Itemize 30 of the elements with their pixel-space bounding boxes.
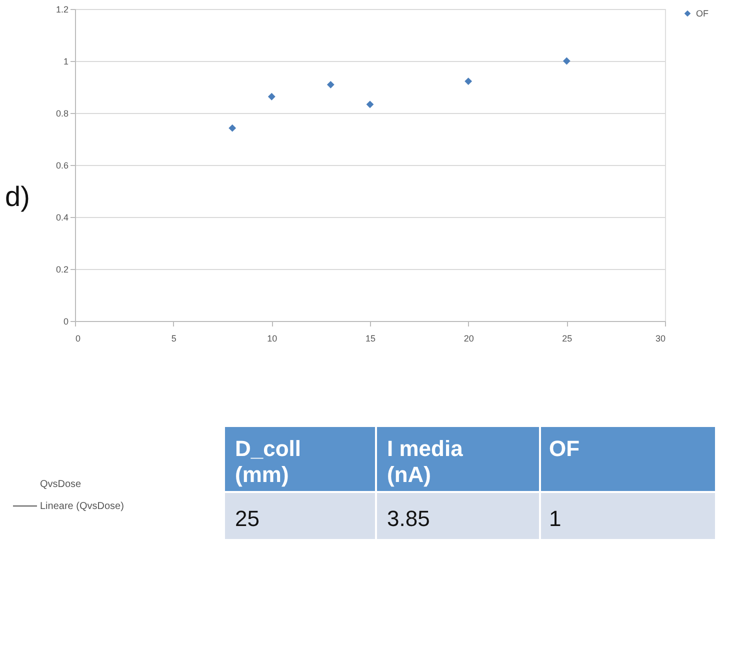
x-tick-label: 0 [76,334,81,344]
text: QvsDose [40,479,82,490]
text: OF [549,436,580,461]
x-tick-label: 15 [365,334,376,344]
point [464,78,472,85]
x-tick-label: 25 [562,334,572,344]
y-tick-label: 0.2 [56,264,68,274]
point [326,80,334,88]
x-tick-label: 20 [464,334,474,344]
x-tick-label: 5 [171,334,176,344]
text: 1 [549,506,562,531]
point [268,92,276,100]
legend-label: OF [696,8,709,18]
text: 3.85 [387,506,430,531]
text: D_coll (mm) [235,436,302,487]
text: d) [5,181,30,212]
text: Lineare (QvsDose) [40,501,124,512]
y-tick-label: 1.2 [56,4,68,14]
text: 25 [235,506,260,531]
x-tick-label: 30 [655,334,666,344]
y-tick-label: 0.4 [56,212,68,222]
point [228,124,236,132]
point [562,57,570,65]
y-tick-label: 1 [63,56,68,66]
y-tick-label: 0.6 [56,160,68,170]
y-tick-label: 0.8 [56,108,68,118]
text: I media (nA) [387,436,464,487]
y-tick-label: 0 [63,316,68,326]
x-tick-label: 10 [267,334,278,344]
point [366,100,374,108]
